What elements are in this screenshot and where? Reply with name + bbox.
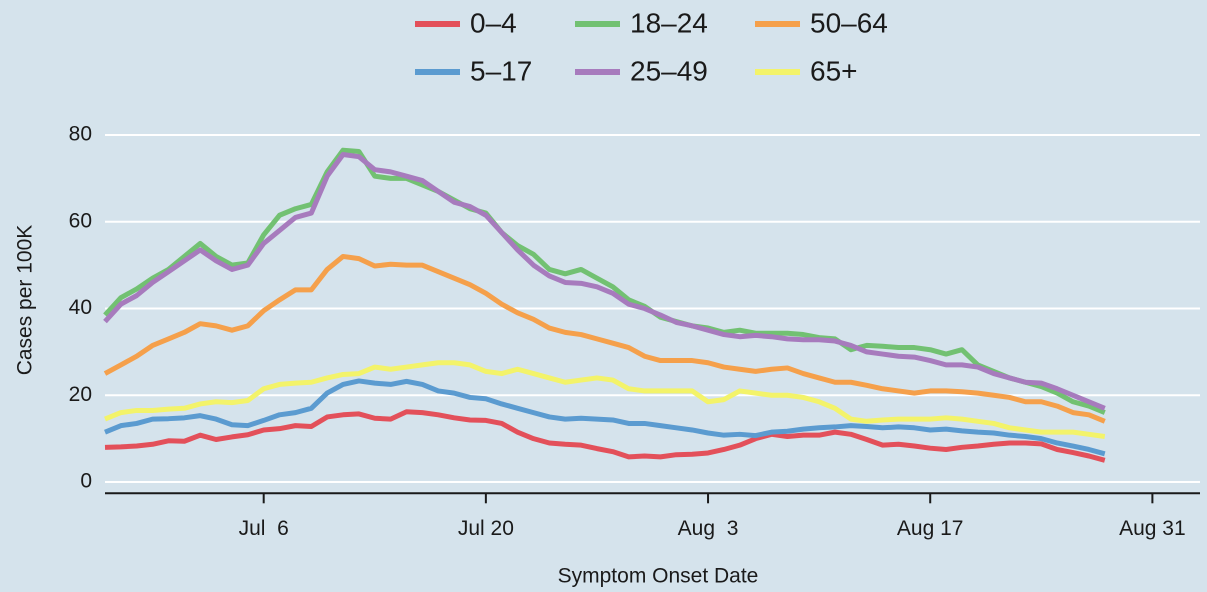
- x-tick-label: Aug 3: [678, 517, 739, 540]
- legend-label: 50–64: [810, 7, 888, 38]
- x-axis-title: Symptom Onset Date: [558, 565, 759, 588]
- x-tick-label: Aug 31: [1119, 517, 1186, 540]
- y-tick-label: 80: [69, 123, 92, 146]
- series-line: [104, 360, 1106, 439]
- legend-label: 18–24: [630, 7, 708, 38]
- y-tick-label: 60: [69, 209, 92, 232]
- y-tick-label: 20: [69, 383, 92, 406]
- series-line: [103, 147, 1106, 415]
- series-line: [104, 409, 1106, 463]
- legend: 0–4 5–17 18–24 25–49 50–64 65+: [415, 7, 888, 86]
- x-tick-label: Aug 17: [897, 517, 964, 540]
- series-line: [103, 253, 1106, 424]
- x-tick-label: Jul 6: [239, 517, 289, 540]
- legend-label: 25–49: [630, 55, 708, 86]
- y-axis-title: Cases per 100K: [14, 225, 37, 376]
- legend-label: 5–17: [470, 55, 532, 86]
- y-tick-label: 0: [80, 470, 92, 493]
- legend-label: 65+: [810, 55, 858, 86]
- y-tick-label: 40: [69, 296, 92, 319]
- series-line: [104, 378, 1106, 457]
- legend-label: 0–4: [470, 7, 517, 38]
- x-tick-label: Jul 20: [458, 517, 514, 540]
- series-line: [103, 152, 1106, 411]
